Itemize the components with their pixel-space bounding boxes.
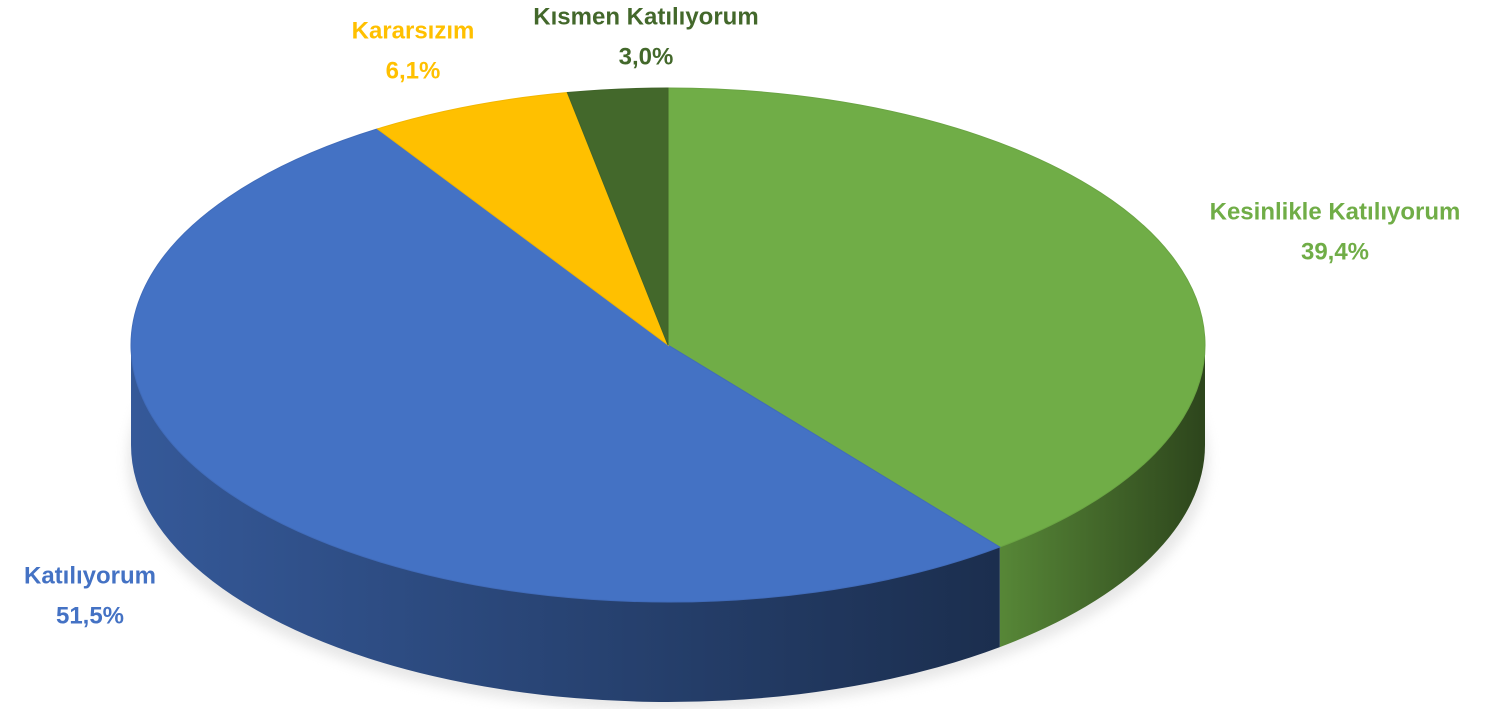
slice: [130, 128, 1001, 703]
slice-label: Kısmen Katılıyorum: [533, 3, 758, 30]
slice-top: [667, 87, 1206, 548]
value-label: 6,1%: [386, 57, 441, 84]
value-label: 3,0%: [619, 43, 674, 70]
value-label: 39,4%: [1301, 238, 1369, 265]
slice-side: [131, 345, 1000, 703]
slice: [667, 87, 1206, 648]
slice-top: [130, 128, 1001, 603]
slice: [376, 92, 670, 347]
slice-label: Katılıyorum: [24, 562, 156, 589]
slice-top: [376, 92, 670, 347]
slice: [566, 87, 669, 346]
slice-label: Kesinlikle Katılıyorum: [1210, 198, 1461, 225]
slice-label: Kararsızım: [352, 17, 475, 44]
slice-top: [566, 87, 669, 346]
value-label: 51,5%: [56, 602, 124, 629]
slice-side: [999, 345, 1205, 648]
